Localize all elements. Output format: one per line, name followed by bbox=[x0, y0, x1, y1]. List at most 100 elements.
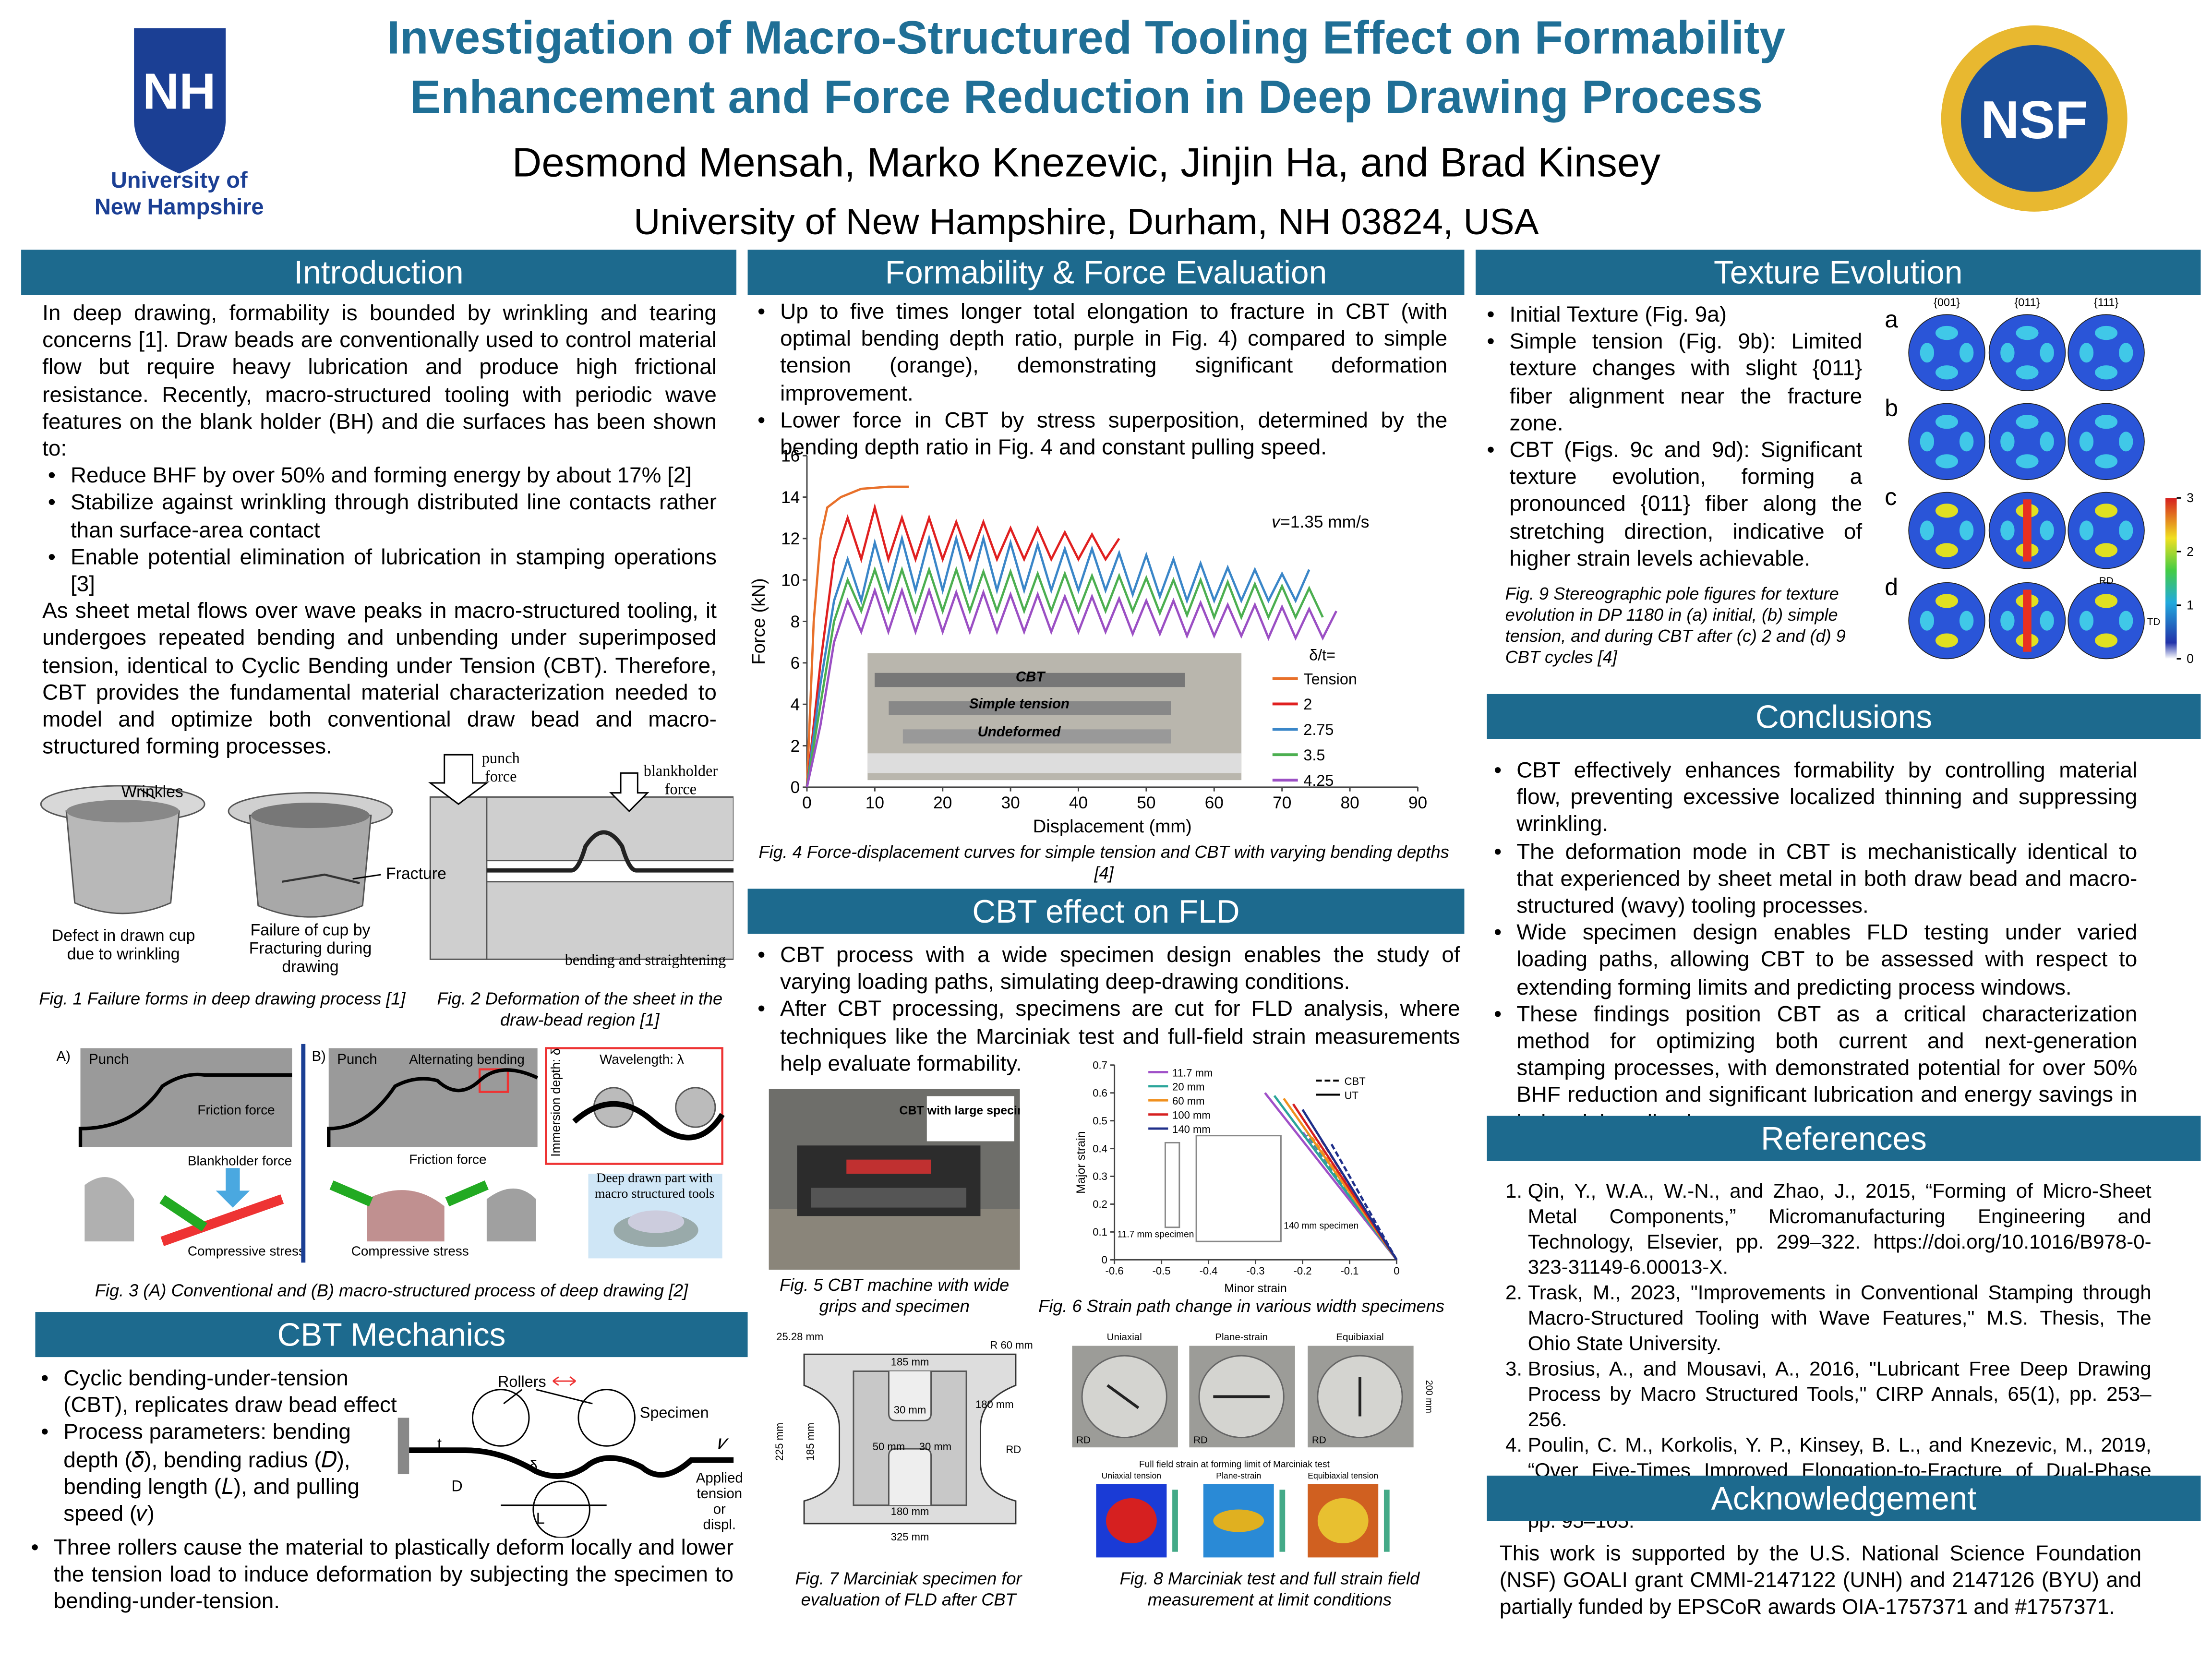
pole-intensity bbox=[2079, 520, 2094, 541]
bullet: Up to five times longer total elongation… bbox=[752, 299, 1447, 408]
y-tick-label: 0.7 bbox=[1093, 1059, 1107, 1071]
y-axis-label: Major strain bbox=[1074, 1131, 1088, 1193]
row-label: a bbox=[1885, 306, 1898, 333]
y-tick-label: 8 bbox=[791, 613, 800, 631]
section-heading: Introduction bbox=[21, 250, 737, 295]
line bbox=[805, 503, 1120, 788]
x-axis-label: Minor strain bbox=[1224, 1282, 1286, 1295]
bullet: Three rollers cause the material to plas… bbox=[25, 1535, 734, 1616]
punch bbox=[429, 796, 488, 960]
line bbox=[805, 587, 1337, 788]
colorbar-label: 2 bbox=[2187, 544, 2194, 559]
pole-figure bbox=[2068, 582, 2145, 660]
label: Friction force bbox=[409, 1152, 486, 1166]
strain-field bbox=[1106, 1498, 1157, 1544]
label: D bbox=[451, 1477, 462, 1494]
section-heading: References bbox=[1487, 1116, 2201, 1161]
annotation: 11.7 mm specimen bbox=[1118, 1229, 1194, 1239]
caption: Fig. 8 Marciniak test and full strain fi… bbox=[1119, 1568, 1420, 1610]
pole-intensity bbox=[2079, 343, 2094, 363]
colorbar-label: 1 bbox=[2187, 598, 2194, 613]
pole-figure bbox=[2068, 314, 2145, 391]
rail bbox=[811, 1188, 967, 1208]
label: CBT with large specimen bbox=[899, 1104, 1020, 1118]
label: Specimen bbox=[640, 1404, 709, 1421]
label: t bbox=[437, 1435, 442, 1452]
texture-text: Initial Texture (Fig. 9a) Simple tension… bbox=[1481, 302, 1862, 573]
dimension-label: 200 mm bbox=[1424, 1380, 1434, 1413]
pole-intensity bbox=[2040, 432, 2054, 452]
label: punch force bbox=[481, 750, 520, 786]
photo-title: Equibiaxial bbox=[1336, 1332, 1383, 1343]
label: Punch bbox=[89, 1051, 129, 1067]
fig1-fig2-illustration bbox=[40, 754, 734, 960]
logo-mark: NSF bbox=[1981, 90, 2088, 150]
label: displ. bbox=[703, 1517, 736, 1533]
pole-intensity bbox=[2119, 343, 2133, 363]
x-tick-label: -0.4 bbox=[1200, 1265, 1218, 1277]
label: Friction force bbox=[197, 1103, 275, 1118]
legend-label: 4.25 bbox=[1303, 772, 1334, 789]
arrow bbox=[329, 1180, 373, 1207]
fig7-drawing: 25.28 mm 185 mm R 60 mm 180 mm 225 mm 185 mm 3… bbox=[773, 1331, 1033, 1543]
pole-intensity bbox=[1920, 611, 1935, 631]
y-tick-label: 0.3 bbox=[1093, 1170, 1107, 1182]
bullet: Lower force in CBT by stress superpositi… bbox=[752, 408, 1447, 462]
section-heading: Acknowledgement bbox=[1487, 1475, 2201, 1521]
pole-intensity bbox=[2119, 520, 2133, 541]
caption: Fig. 2 Deformation of the sheet in the d… bbox=[437, 989, 723, 1030]
label: Fracture bbox=[385, 866, 446, 883]
logo-mark: NH bbox=[143, 63, 216, 120]
bullet: Stabilize against wrinkling through dist… bbox=[42, 490, 717, 544]
roller bbox=[532, 1480, 590, 1538]
reference: Qin, Y., W.A., W.-N., and Zhao, J., 2015… bbox=[1528, 1179, 2152, 1281]
logo-globe bbox=[1960, 45, 2108, 192]
x-tick-label: 40 bbox=[1069, 793, 1088, 812]
bullet: CBT (Figs. 9c and 9d): Significant textu… bbox=[1481, 437, 1862, 573]
pole-figure bbox=[1908, 582, 1985, 660]
label: A) bbox=[57, 1048, 71, 1064]
part bbox=[486, 1188, 536, 1242]
label: tension bbox=[697, 1486, 742, 1502]
strain-field bbox=[1213, 1509, 1264, 1532]
y-tick-label: 0.5 bbox=[1093, 1115, 1107, 1127]
label: Punch bbox=[337, 1051, 377, 1067]
sheet bbox=[572, 1101, 725, 1141]
cup-opening bbox=[251, 803, 370, 829]
dimension-label: 225 mm bbox=[773, 1423, 785, 1461]
shield bbox=[134, 28, 226, 174]
caption: Fig. 3 (A) Conventional and (B) macro-st… bbox=[95, 1281, 688, 1301]
y-tick-label: 0.1 bbox=[1093, 1226, 1107, 1238]
bullet-list: Three rollers cause the material to plas… bbox=[25, 1535, 734, 1616]
reference-list: Qin, Y., W.A., W.-N., and Zhao, J., 2015… bbox=[1503, 1179, 2152, 1535]
fld-text: CBT process with a wide specimen design … bbox=[752, 942, 1460, 1078]
tool bbox=[328, 1048, 538, 1147]
arrow bbox=[160, 1194, 284, 1246]
pole-intensity bbox=[1959, 520, 1974, 541]
ruler bbox=[867, 753, 1242, 773]
title: Investigation of Macro-Structured Toolin… bbox=[387, 11, 1786, 64]
pole-figure bbox=[1908, 403, 1985, 481]
x-tick-label: 0 bbox=[802, 793, 812, 812]
pole-intensity bbox=[1959, 432, 1974, 452]
dimension-label: 30 mm bbox=[894, 1404, 926, 1416]
pole-figure bbox=[1908, 492, 1985, 569]
x-tick-label: 80 bbox=[1340, 793, 1359, 812]
pole-intensity bbox=[2016, 365, 2039, 380]
part bbox=[627, 1210, 685, 1233]
dimension-label: 50 mm bbox=[873, 1441, 905, 1453]
pole-figure bbox=[2068, 492, 2145, 569]
photo-title: Uniaxial bbox=[1107, 1332, 1142, 1343]
photo-label: Undeformed bbox=[978, 724, 1061, 740]
y-tick-label: 10 bbox=[781, 571, 800, 590]
x-axis-label: Displacement (mm) bbox=[1033, 816, 1192, 837]
legend-label: 60 mm bbox=[1172, 1095, 1204, 1107]
label: L bbox=[536, 1510, 545, 1527]
y-tick-label: 4 bbox=[791, 696, 800, 714]
specimen-strip bbox=[889, 701, 1171, 715]
label: Applied bbox=[696, 1470, 743, 1486]
paragraph: As sheet metal flows over wave peaks in … bbox=[42, 600, 717, 759]
caption: Fig. 6 Strain path change in various wid… bbox=[1038, 1296, 1444, 1316]
specimen-strip bbox=[902, 729, 1171, 744]
label: bending and straightening bbox=[565, 952, 726, 969]
